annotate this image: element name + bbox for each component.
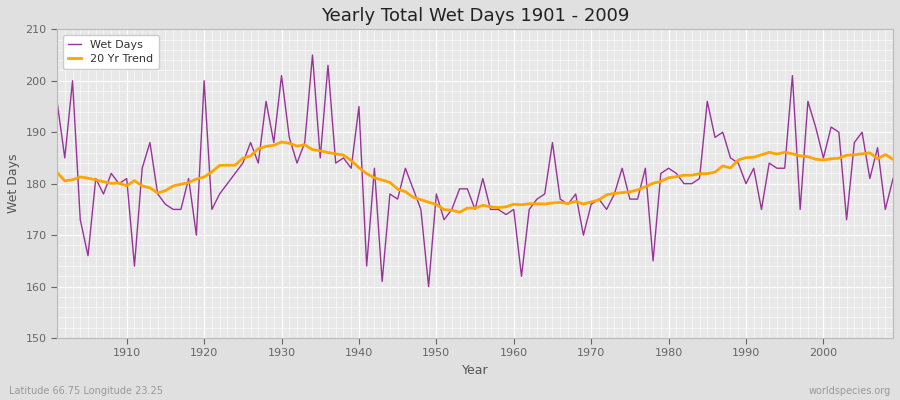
Wet Days [516, 274, 526, 279]
Wet Days [51, 99, 62, 104]
20 Yr Trend [887, 157, 898, 162]
Wet Days [616, 166, 627, 171]
20 Yr Trend [292, 144, 302, 148]
Wet Days [524, 207, 535, 212]
Text: Latitude 66.75 Longitude 23.25: Latitude 66.75 Longitude 23.25 [9, 386, 163, 396]
20 Yr Trend [276, 140, 287, 144]
Wet Days [284, 135, 294, 140]
Wet Days [307, 53, 318, 58]
20 Yr Trend [113, 181, 124, 186]
20 Yr Trend [616, 190, 627, 195]
20 Yr Trend [516, 202, 526, 207]
Line: 20 Yr Trend: 20 Yr Trend [57, 142, 893, 212]
Line: Wet Days: Wet Days [57, 55, 893, 287]
X-axis label: Year: Year [462, 364, 489, 377]
Legend: Wet Days, 20 Yr Trend: Wet Days, 20 Yr Trend [63, 35, 159, 70]
Title: Yearly Total Wet Days 1901 - 2009: Yearly Total Wet Days 1901 - 2009 [321, 7, 629, 25]
20 Yr Trend [454, 210, 465, 215]
20 Yr Trend [524, 201, 535, 206]
Wet Days [887, 176, 898, 181]
Wet Days [113, 181, 124, 186]
Wet Days [338, 156, 349, 160]
Wet Days [423, 284, 434, 289]
20 Yr Trend [51, 170, 62, 175]
Y-axis label: Wet Days: Wet Days [7, 154, 20, 214]
Text: worldspecies.org: worldspecies.org [809, 386, 891, 396]
20 Yr Trend [338, 153, 349, 158]
